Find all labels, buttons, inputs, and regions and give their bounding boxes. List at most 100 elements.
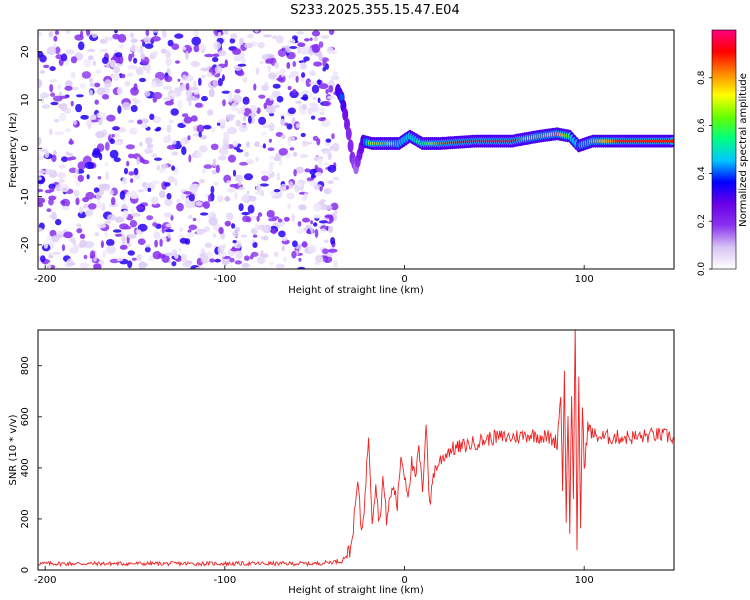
noise-blob xyxy=(279,183,289,192)
noise-blob xyxy=(46,51,56,55)
noise-blob xyxy=(332,176,340,181)
noise-blob xyxy=(199,178,205,184)
noise-blob xyxy=(246,159,254,165)
noise-blob xyxy=(54,30,60,35)
noise-blob xyxy=(243,173,254,181)
noise-blob xyxy=(261,84,269,92)
noise-blob xyxy=(273,157,281,161)
noise-blob xyxy=(121,177,128,185)
noise-blob xyxy=(126,72,134,77)
noise-blob xyxy=(171,151,179,156)
noise-blob xyxy=(268,122,275,132)
noise-blob xyxy=(106,239,115,247)
noise-blob xyxy=(304,38,310,42)
noise-blob xyxy=(133,57,138,64)
noise-blob xyxy=(137,119,143,125)
noise-blob xyxy=(240,196,250,202)
noise-blob xyxy=(330,202,339,211)
noise-blob xyxy=(165,57,172,67)
noise-blob xyxy=(287,74,295,79)
noise-blob xyxy=(244,42,254,49)
colorbar-ticks: 0.0 0.2 0.4 0.6 0.8 xyxy=(697,70,712,276)
colorbar-tick-label: 0.0 xyxy=(697,262,707,277)
noise-blob xyxy=(199,145,208,153)
noise-blob xyxy=(83,254,88,260)
noise-blob xyxy=(200,255,209,264)
snr-x-tick-label: -200 xyxy=(34,575,57,586)
noise-blob xyxy=(245,141,251,148)
noise-blob xyxy=(38,31,42,37)
noise-blob xyxy=(269,94,274,101)
noise-blob xyxy=(221,74,225,82)
noise-blob xyxy=(222,99,226,107)
noise-blob xyxy=(217,245,225,255)
noise-blob xyxy=(68,167,78,174)
noise-blob xyxy=(154,239,159,248)
noise-blob xyxy=(271,195,281,199)
noise-blob xyxy=(224,220,231,227)
noise-blob xyxy=(303,141,313,145)
noise-blob xyxy=(188,86,198,91)
noise-blob xyxy=(268,72,277,80)
noise-blob xyxy=(288,181,294,189)
noise-blob xyxy=(77,161,86,170)
noise-blob xyxy=(256,215,260,222)
noise-blob xyxy=(213,181,219,186)
noise-blob xyxy=(318,41,324,48)
noise-blob xyxy=(314,172,323,177)
noise-blob xyxy=(221,90,231,94)
noise-blob xyxy=(273,251,279,257)
noise-blob xyxy=(317,79,321,86)
noise-blob xyxy=(94,82,101,88)
noise-blob xyxy=(241,57,246,66)
noise-blob xyxy=(299,154,309,158)
noise-blob xyxy=(327,225,334,234)
noise-blob xyxy=(61,205,70,211)
noise-blob xyxy=(295,123,301,129)
noise-blob xyxy=(212,80,219,86)
noise-blob xyxy=(248,115,252,124)
noise-blob xyxy=(109,59,116,68)
noise-blob xyxy=(289,90,299,99)
noise-blob xyxy=(99,48,108,53)
noise-blob xyxy=(236,149,244,153)
spectrogram-y-tick-label: -20 xyxy=(20,237,31,253)
noise-blob xyxy=(234,89,241,94)
snr-x-tick-label: 100 xyxy=(575,575,594,586)
noise-blob xyxy=(104,141,110,151)
snr-y-tick-label: 800 xyxy=(20,356,31,375)
noise-blob xyxy=(122,209,129,219)
noise-blob xyxy=(272,83,281,89)
noise-blob xyxy=(320,35,330,39)
noise-blob xyxy=(131,208,135,214)
noise-blob xyxy=(126,160,130,167)
noise-blob xyxy=(193,44,200,53)
noise-blob xyxy=(210,143,219,150)
noise-blob xyxy=(227,126,238,135)
noise-blob xyxy=(175,198,181,203)
noise-blob xyxy=(318,160,323,168)
noise-blob xyxy=(135,66,144,76)
noise-blob xyxy=(70,71,76,79)
noise-blob xyxy=(309,70,316,76)
noise-blob xyxy=(244,151,250,157)
noise-blob xyxy=(261,54,269,60)
signal-ridge xyxy=(335,83,674,175)
noise-blob xyxy=(279,112,286,118)
noise-blob xyxy=(39,70,45,74)
noise-blob xyxy=(309,92,313,98)
noise-blob xyxy=(288,38,296,44)
noise-blob xyxy=(217,195,224,203)
noise-blob xyxy=(181,46,187,51)
noise-blob xyxy=(95,131,106,139)
noise-blob xyxy=(298,204,307,211)
snr-y-tick-label: 0 xyxy=(20,567,31,573)
noise-blob xyxy=(164,212,172,218)
noise-blob xyxy=(69,247,79,254)
noise-blob xyxy=(138,262,149,267)
noise-blob xyxy=(222,143,230,150)
noise-blob xyxy=(309,37,313,41)
noise-blob xyxy=(195,201,203,207)
noise-blob xyxy=(285,153,292,159)
noise-blob xyxy=(38,137,41,146)
